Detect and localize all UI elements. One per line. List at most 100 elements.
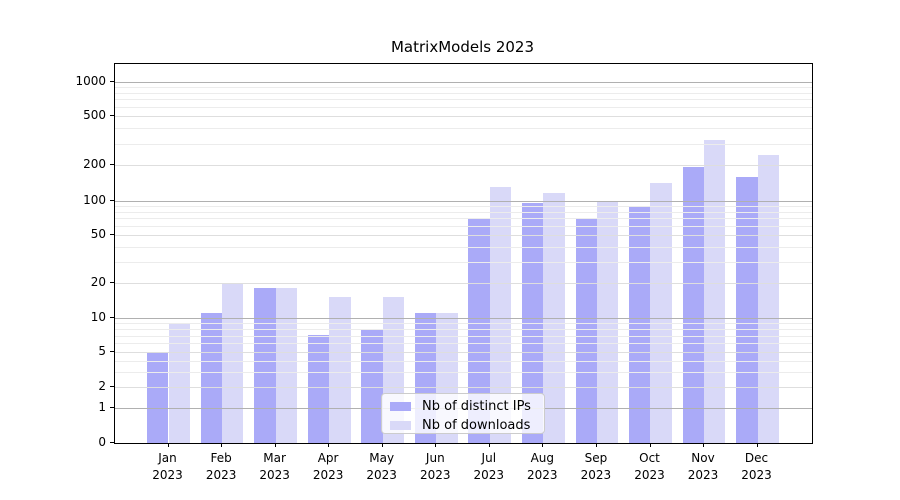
bar-jan-downloads <box>168 323 190 443</box>
bar-dec-distinct-ips <box>736 176 758 443</box>
y-tick-mark-200 <box>110 164 114 166</box>
legend-swatch-distinct-ips <box>390 401 411 411</box>
legend-swatch-downloads <box>390 420 411 430</box>
y-tick-label-2: 2 <box>98 379 106 393</box>
y-tick-mark-0 <box>110 442 114 443</box>
bar-may-distinct-ips <box>361 328 383 443</box>
x-tick-mark-oct <box>649 443 651 447</box>
y-tick-label-100: 100 <box>83 192 106 207</box>
y-tick-mark-50 <box>110 234 114 236</box>
gridline-500 <box>115 116 812 117</box>
y-tick-mark-20 <box>110 281 114 283</box>
y-tick-label-20: 20 <box>90 274 106 289</box>
chart-title: MatrixModels 2023 <box>390 38 535 56</box>
gridline-900 <box>115 86 812 88</box>
bar-aug-distinct-ips <box>521 203 544 443</box>
x-tick-label-jun: Jun 2023 <box>420 451 451 482</box>
legend: Nb of distinct IPs Nb of downloads <box>381 393 545 434</box>
gridline-7 <box>115 335 812 337</box>
bar-apr-distinct-ips <box>307 335 330 443</box>
y-tick-label-1000: 1000 <box>75 73 106 88</box>
y-tick-mark-500 <box>110 115 114 116</box>
x-tick-label-may: May 2023 <box>366 451 397 482</box>
x-tick-mark-may <box>381 443 383 447</box>
gridline-4 <box>115 360 812 362</box>
y-tick-label-1: 1 <box>98 400 106 414</box>
gridline-700 <box>115 99 812 101</box>
legend-label-distinct-ips: Nb of distinct IPs <box>422 398 531 414</box>
y-tick-mark-10 <box>110 317 114 318</box>
gridline-6 <box>115 343 812 345</box>
x-tick-label-apr: Apr 2023 <box>312 451 344 482</box>
bar-apr-downloads <box>329 297 351 443</box>
bar-nov-distinct-ips <box>682 166 704 443</box>
x-tick-label-oct: Oct 2023 <box>634 451 665 482</box>
gridline-200 <box>115 165 812 167</box>
x-tick-label-mar: Mar 2023 <box>259 451 290 482</box>
gridline-3 <box>115 371 812 373</box>
bar-feb-downloads <box>222 282 244 443</box>
x-tick-mark-apr <box>328 443 330 447</box>
gridline-9 <box>115 323 812 325</box>
y-tick-mark-1 <box>110 407 114 408</box>
gridline-50 <box>115 235 812 237</box>
gridline-800 <box>115 92 812 94</box>
gridline-20 <box>115 282 812 284</box>
gridline-90 <box>115 205 812 207</box>
x-tick-mark-mar <box>274 443 276 447</box>
bar-jan-distinct-ips <box>147 352 169 443</box>
bar-dec-downloads <box>757 155 779 443</box>
gridline-400 <box>115 128 812 129</box>
x-tick-label-sep: Sep 2023 <box>580 451 612 482</box>
y-tick-mark-5 <box>110 351 114 352</box>
x-tick-mark-jan <box>167 443 169 447</box>
gridline-70 <box>115 218 812 220</box>
bar-sep-distinct-ips <box>575 218 597 443</box>
x-tick-mark-jun <box>435 443 437 447</box>
bar-jul-distinct-ips <box>468 218 490 443</box>
x-tick-mark-sep <box>595 443 597 447</box>
bar-mar-downloads <box>275 288 297 443</box>
gridline-60 <box>115 226 812 228</box>
x-tick-label-jul: Jul 2023 <box>473 451 505 482</box>
legend-label-downloads: Nb of downloads <box>422 417 531 433</box>
gridline-5 <box>115 352 812 353</box>
x-tick-label-dec: Dec 2023 <box>741 451 772 482</box>
bar-nov-downloads <box>704 140 726 443</box>
bar-oct-distinct-ips <box>629 205 651 443</box>
y-tick-mark-100 <box>110 199 114 201</box>
bar-mar-distinct-ips <box>254 288 276 443</box>
bar-feb-distinct-ips <box>200 313 223 443</box>
x-tick-mark-dec <box>756 443 758 447</box>
gridline-2 <box>115 387 812 388</box>
gridline-40 <box>115 246 812 248</box>
plot-area: Nb of distinct IPs Nb of downloads <box>114 63 813 444</box>
y-tick-label-500: 500 <box>83 108 106 122</box>
y-tick-label-5: 5 <box>98 344 106 358</box>
bar-jul-downloads <box>489 187 512 443</box>
bar-oct-downloads <box>650 183 672 443</box>
gridline-600 <box>115 107 812 108</box>
legend-item-downloads: Nb of downloads <box>390 417 544 433</box>
gridline-8 <box>115 328 812 330</box>
x-tick-label-nov: Nov 2023 <box>687 451 719 482</box>
legend-item-distinct-ips: Nb of distinct IPs <box>390 398 544 414</box>
gridline-100 <box>115 200 812 202</box>
y-tick-label-0: 0 <box>98 435 106 449</box>
x-tick-mark-aug <box>542 443 544 447</box>
x-tick-mark-feb <box>221 443 223 447</box>
y-tick-label-200: 200 <box>83 157 106 172</box>
gridline-30 <box>115 261 812 263</box>
x-tick-mark-nov <box>703 443 704 447</box>
gridline-300 <box>115 143 812 145</box>
y-tick-mark-1000 <box>110 80 114 82</box>
x-tick-label-aug: Aug 2023 <box>527 451 558 482</box>
y-tick-label-50: 50 <box>90 227 106 242</box>
gridline-10 <box>115 318 812 319</box>
x-tick-mark-jul <box>488 443 490 447</box>
gridline-1000 <box>115 81 812 83</box>
y-tick-label-10: 10 <box>90 310 106 324</box>
y-tick-mark-2 <box>110 386 114 387</box>
x-tick-label-jan: Jan 2023 <box>152 451 183 482</box>
